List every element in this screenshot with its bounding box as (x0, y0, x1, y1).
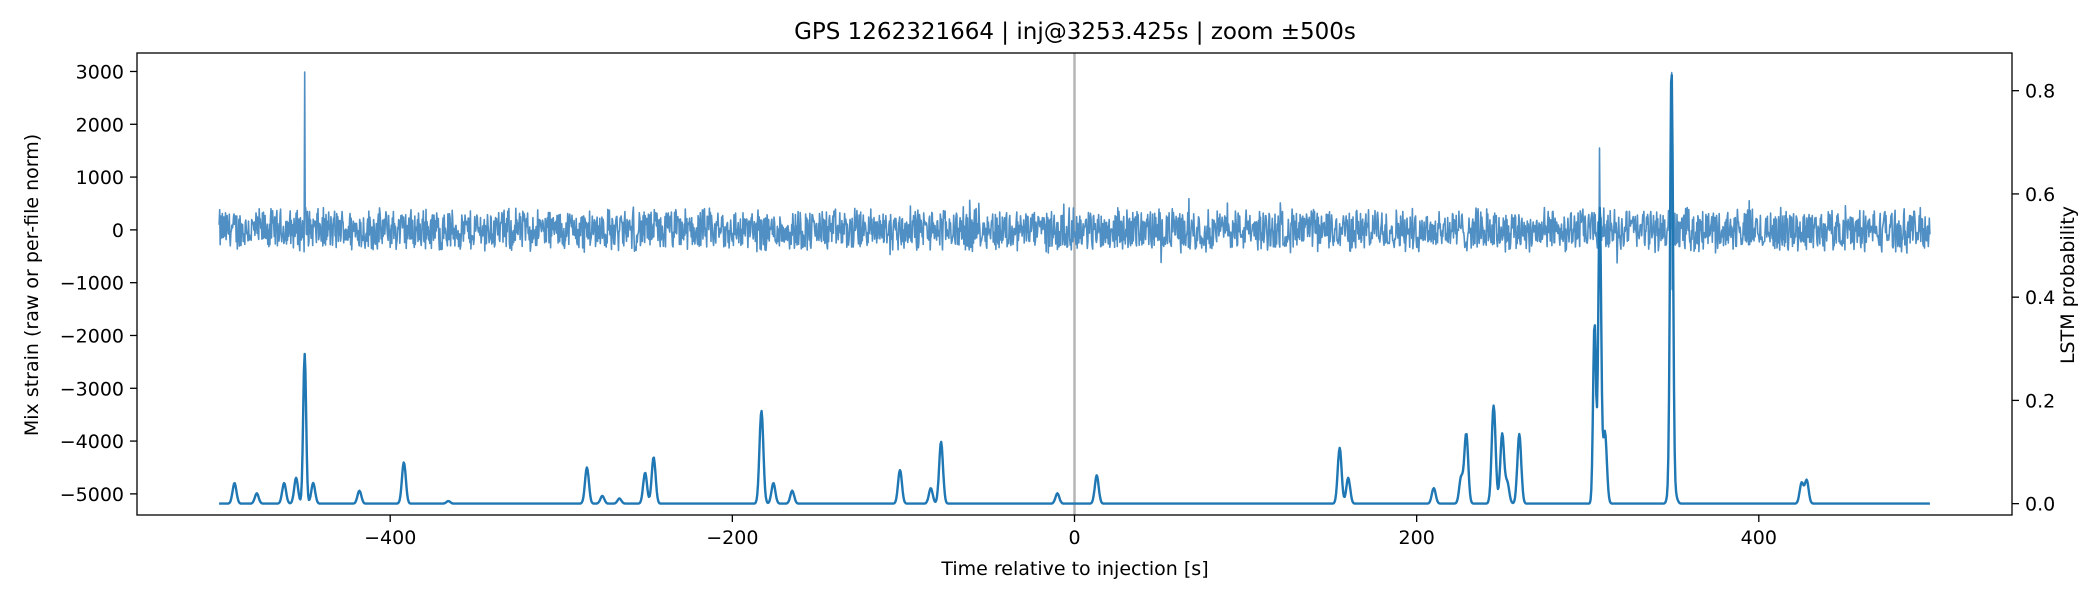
y-left-tick-label: 2000 (76, 114, 124, 136)
y-left-tick-label: −3000 (60, 378, 124, 400)
x-tick-label: −200 (706, 527, 758, 549)
y-left-tick-label: −1000 (60, 273, 124, 295)
y-left-tick-label: 1000 (76, 167, 124, 189)
y-axis-title-left: Mix strain (raw or per-file norm) (21, 134, 43, 436)
x-tick-label: 0 (1068, 527, 1080, 549)
y-right-tick-label: 0.0 (2025, 494, 2055, 516)
plot-area (218, 53, 1931, 515)
y-right-tick-label: 0.6 (2025, 184, 2055, 206)
y-left-tick-label: 3000 (76, 61, 124, 83)
strain-series-layer (218, 71, 1931, 291)
x-tick-label: −400 (364, 527, 416, 549)
strain-series-line (218, 71, 1931, 291)
y-left-tick-label: −5000 (60, 484, 124, 506)
y-left-tick-label: −2000 (60, 325, 124, 347)
x-tick-label: 200 (1399, 527, 1435, 549)
y-right-tick-label: 0.2 (2025, 390, 2055, 412)
y-right-tick-label: 0.4 (2025, 287, 2055, 309)
plot-frame (136, 52, 2013, 516)
x-tick-label: 400 (1741, 527, 1777, 549)
ticks-layer: −400 −200 0 200 400−5000−4000−3000−2000−1000… (60, 61, 2056, 549)
probability-series-layer (218, 73, 1931, 505)
probability-series-line (218, 73, 1931, 505)
y-right-tick-label: 0.8 (2025, 81, 2055, 103)
y-left-tick-label: 0 (112, 220, 124, 242)
y-axis-title-right: LSTM probability (2057, 206, 2079, 364)
chart-title: GPS 1262321664 | inj@3253.425s | zoom ±5… (794, 19, 1356, 45)
y-left-tick-label: −4000 (60, 431, 124, 453)
x-axis-title: Time relative to injection [s] (940, 558, 1208, 580)
